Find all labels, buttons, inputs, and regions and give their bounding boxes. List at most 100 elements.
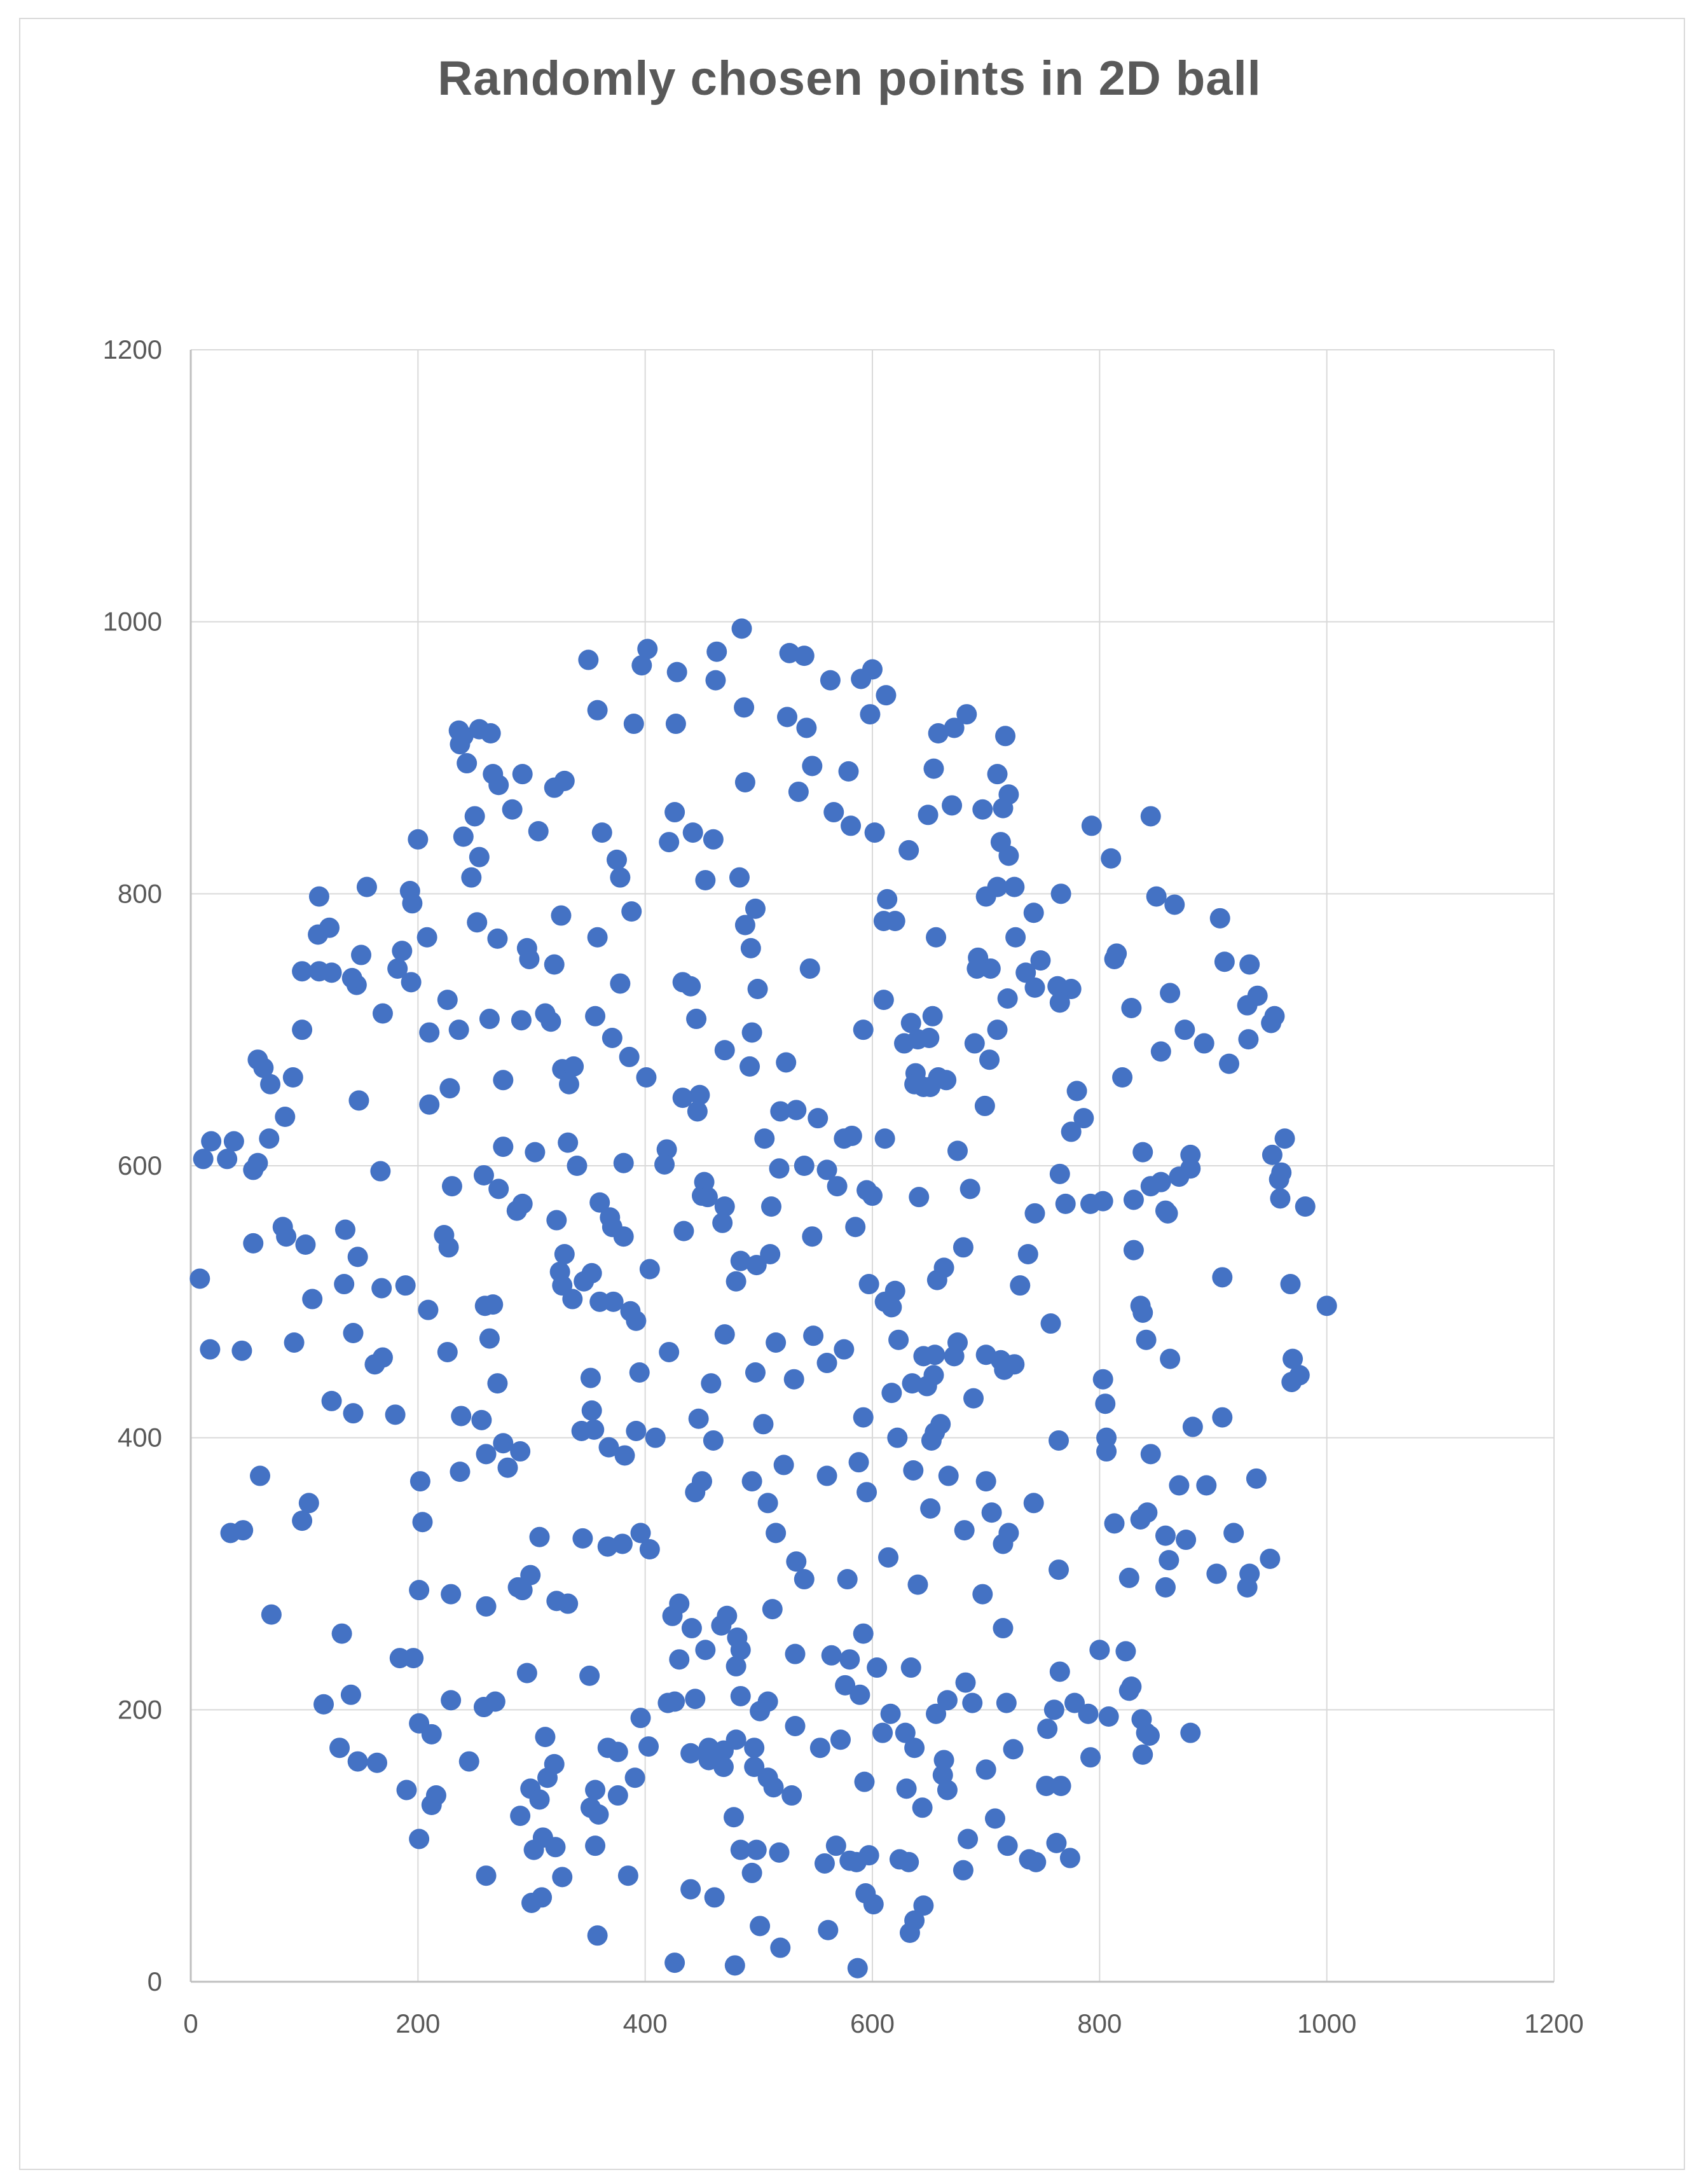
data-point (425, 1785, 446, 1806)
data-point (457, 753, 478, 774)
data-point (760, 1243, 781, 1264)
data-point (321, 1390, 342, 1411)
data-point (1023, 1493, 1044, 1514)
data-point (372, 1347, 393, 1368)
data-point (1196, 1475, 1217, 1496)
data-point (746, 1839, 767, 1860)
data-point (502, 799, 523, 820)
data-point (942, 795, 963, 816)
y-tick-label: 800 (118, 878, 162, 908)
data-point (1050, 1776, 1071, 1797)
data-point (845, 1217, 866, 1238)
data-point (705, 670, 726, 691)
y-tick-label: 1200 (103, 335, 162, 364)
data-point (762, 1599, 783, 1620)
data-point (712, 1212, 733, 1233)
data-point (729, 867, 750, 888)
data-point (1089, 1640, 1110, 1661)
data-point (714, 1040, 735, 1061)
data-point (979, 1049, 1000, 1070)
data-point (580, 1367, 601, 1388)
data-point (512, 1580, 533, 1601)
data-point (1061, 1121, 1082, 1142)
data-point (567, 1156, 588, 1176)
data-point (1005, 927, 1026, 948)
data-point (770, 1101, 791, 1122)
data-point (799, 958, 820, 979)
data-point (975, 1759, 996, 1780)
data-point (689, 1084, 710, 1105)
data-point (730, 1685, 751, 1706)
data-point (1169, 1475, 1190, 1496)
data-point (461, 867, 482, 888)
data-point (920, 1498, 941, 1519)
data-point (458, 1751, 479, 1772)
data-point (1164, 894, 1185, 915)
data-point (402, 893, 423, 914)
data-point (680, 976, 701, 997)
data-point (612, 1533, 633, 1554)
data-point (1101, 848, 1122, 869)
tick-labels: 0 200 400 600 800 1000 1200 0 200 400 600 800 1000 12… (103, 335, 1584, 2038)
data-point (249, 1465, 270, 1486)
data-point (881, 1383, 902, 1404)
data-point (585, 1006, 606, 1026)
data-point (794, 1156, 815, 1176)
data-point (964, 1033, 985, 1054)
data-point (467, 912, 488, 933)
data-point (770, 1937, 791, 1958)
data-point (873, 990, 894, 1011)
data-point (554, 1243, 575, 1264)
data-point (902, 1373, 923, 1394)
data-point (282, 1067, 303, 1088)
data-point (1010, 1275, 1031, 1296)
axes (189, 350, 1554, 1983)
data-point (525, 1142, 546, 1163)
data-point (1193, 1033, 1214, 1054)
data-point (863, 1894, 884, 1915)
data-point (681, 1618, 702, 1639)
data-point (551, 905, 572, 926)
x-tick-label: 200 (396, 2008, 440, 2038)
data-point (243, 1159, 264, 1180)
data-point (479, 1328, 500, 1349)
data-point (231, 1340, 252, 1361)
data-point (1132, 1744, 1153, 1765)
data-point (907, 1574, 928, 1595)
data-point (591, 822, 612, 843)
data-point (1066, 1081, 1087, 1102)
data-point (506, 1200, 527, 1221)
data-point (439, 1078, 460, 1099)
data-point (672, 1088, 693, 1109)
data-point (695, 869, 716, 890)
data-point (860, 704, 881, 725)
data-point (340, 1684, 361, 1705)
data-point (1121, 997, 1142, 1018)
data-point (656, 1139, 677, 1160)
data-point (1239, 1563, 1260, 1584)
data-point (1223, 1523, 1244, 1544)
data-point (930, 1414, 951, 1435)
data-point (664, 802, 685, 823)
data-point (1123, 1189, 1144, 1210)
data-point (757, 1493, 778, 1514)
data-point (589, 1192, 610, 1213)
data-point (487, 1373, 508, 1394)
data-point (747, 979, 768, 1000)
data-point (572, 1528, 593, 1549)
data-point (889, 1849, 910, 1870)
data-point (1160, 983, 1181, 1004)
data-point (1246, 1468, 1267, 1489)
data-point (343, 1323, 364, 1344)
data-point (872, 1722, 893, 1743)
data-point (528, 820, 549, 841)
data-point (746, 1255, 767, 1276)
data-point (1155, 1577, 1176, 1598)
data-point (972, 799, 993, 820)
data-point (682, 822, 703, 843)
data-point (741, 1862, 762, 1883)
data-point (607, 1785, 628, 1806)
data-point (370, 1161, 391, 1182)
data-point (888, 1329, 909, 1350)
x-tick-label: 600 (850, 2008, 895, 2038)
